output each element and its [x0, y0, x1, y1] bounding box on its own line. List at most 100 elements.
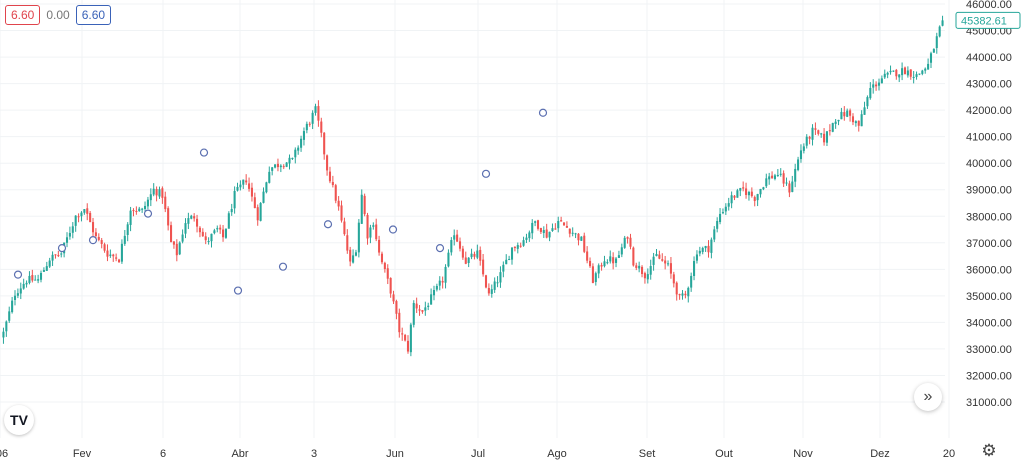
candle: [484, 274, 488, 289]
candle-body: [45, 266, 48, 271]
candle-body: [623, 237, 626, 248]
candle-body: [531, 222, 534, 234]
candle-body: [823, 133, 826, 143]
candle-body: [739, 188, 742, 191]
candle: [39, 270, 43, 283]
candle: [565, 221, 568, 228]
candle-body: [201, 231, 204, 237]
candle-body: [230, 209, 233, 213]
candle-body: [146, 199, 149, 207]
candle: [759, 188, 762, 198]
event-marker-icon[interactable]: [388, 225, 398, 234]
candle: [268, 166, 271, 184]
candle-body: [906, 70, 909, 76]
candle: [612, 252, 615, 270]
event-marker-icon[interactable]: [233, 286, 243, 295]
candle-body: [129, 210, 132, 225]
candle: [510, 247, 514, 265]
candle-body: [487, 287, 490, 294]
candle: [704, 245, 707, 252]
event-marker-icon[interactable]: [57, 244, 67, 253]
candle-body: [398, 312, 401, 333]
candle-body: [574, 233, 577, 235]
candle-body: [219, 227, 222, 230]
candle-body: [490, 289, 493, 294]
candle-body: [733, 195, 736, 198]
candle: [811, 124, 814, 146]
candle: [667, 260, 670, 267]
event-marker-icon[interactable]: [538, 108, 548, 117]
candle-body: [375, 224, 378, 240]
candle-body: [745, 188, 748, 195]
y-tick-label: 38000.00: [966, 211, 1012, 223]
candle-body: [479, 249, 482, 261]
candle-body: [259, 203, 262, 221]
candle: [106, 244, 109, 262]
candle: [591, 263, 594, 284]
candle-body: [193, 216, 196, 219]
candle-body: [482, 259, 485, 275]
candle-body: [172, 241, 175, 245]
candle: [877, 78, 881, 91]
candle-body: [464, 257, 467, 264]
candle: [883, 69, 886, 79]
candle: [175, 239, 178, 262]
candle: [643, 271, 646, 284]
candle: [432, 285, 436, 301]
candle-body: [415, 303, 418, 309]
candle-body: [39, 272, 43, 280]
event-marker-icon[interactable]: [199, 148, 209, 157]
candle: [542, 226, 545, 238]
candle-body: [308, 123, 311, 125]
candle-body: [843, 112, 846, 117]
event-marker-icon[interactable]: [13, 270, 23, 279]
gear-icon[interactable]: ⚙: [981, 441, 997, 460]
candle: [768, 172, 771, 185]
candle: [528, 230, 531, 242]
candle: [571, 227, 574, 237]
candle: [169, 221, 173, 243]
candle-body: [16, 293, 19, 296]
event-marker-icon[interactable]: [278, 262, 288, 271]
candle-body: [638, 265, 641, 269]
tradingview-logo-icon[interactable]: TV: [4, 405, 34, 435]
y-tick-label: 36000.00: [966, 264, 1012, 276]
candle-body: [132, 210, 135, 212]
scroll-to-realtime-button[interactable]: »: [914, 383, 942, 411]
event-marker-icon[interactable]: [481, 169, 491, 178]
candle-body: [473, 253, 476, 257]
candle: [155, 186, 158, 202]
candle-body: [892, 70, 895, 72]
event-marker-icon[interactable]: [88, 236, 98, 245]
event-marker-icon[interactable]: [323, 220, 333, 229]
candle-body: [831, 123, 834, 132]
candle-body: [496, 282, 499, 284]
candle-body: [765, 178, 768, 187]
candle-body: [467, 257, 470, 264]
candle: [271, 166, 274, 176]
candle-body: [646, 274, 649, 280]
candle: [352, 249, 355, 264]
candle: [464, 251, 467, 265]
candle: [730, 191, 733, 209]
candle: [921, 69, 924, 76]
candle-body: [265, 182, 268, 193]
event-marker-icon[interactable]: [435, 244, 445, 253]
candle-body: [617, 255, 620, 258]
candle: [545, 223, 548, 239]
candle: [745, 182, 748, 199]
candle-body: [161, 188, 164, 198]
candle-body: [886, 72, 889, 75]
last-price-label: 45382.61: [961, 15, 1007, 27]
candle-body: [883, 73, 886, 78]
candle: [753, 195, 756, 207]
candle-body: [68, 232, 71, 237]
candle: [655, 248, 658, 257]
event-marker-icon[interactable]: [143, 209, 153, 218]
candle: [924, 67, 927, 74]
candle-body: [250, 187, 253, 197]
candle-body: [782, 173, 785, 184]
candle-body: [91, 222, 95, 233]
